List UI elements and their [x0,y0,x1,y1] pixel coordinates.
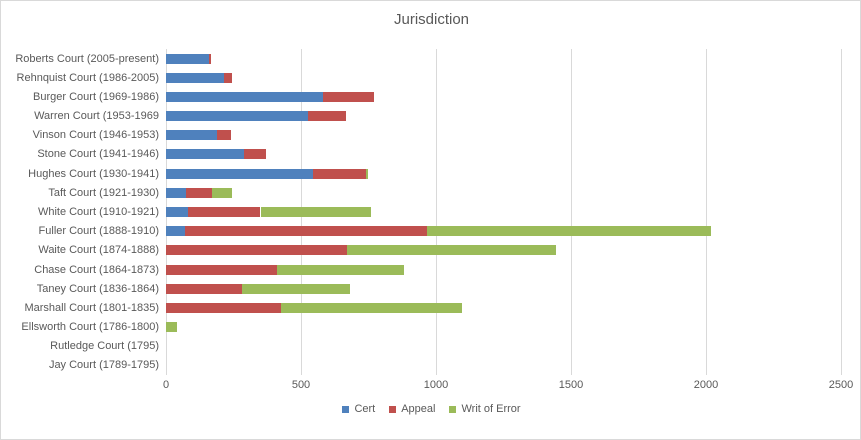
y-axis-label: White Court (1910-1921) [37,206,159,218]
bar-segment-appeal [313,168,366,179]
gridline [571,49,572,375]
bar-segment-appeal [217,130,231,141]
bar-segment-appeal [209,53,212,64]
bar-segment-writ-of-error [426,226,712,237]
bar-segment-cert [166,53,210,64]
y-axis-label: Waite Court (1874-1888) [38,244,159,257]
bar-segment-cert [166,111,308,122]
x-axis-label: 2000 [693,379,719,391]
bar-segment-appeal [184,226,427,237]
gridline [436,49,437,375]
bar-segment-cert [166,168,314,179]
bar-segment-writ-of-error [260,207,372,217]
bar-segment-appeal [224,72,233,83]
bar-segment-cert [166,72,225,83]
bar-segment-writ-of-error [280,302,462,313]
bar-segment-writ-of-error [365,168,369,179]
y-axis-label: Taney Court (1836-1864) [36,282,159,295]
x-axis-label: 1500 [558,379,584,391]
bar-segment-appeal [307,111,346,122]
legend-marker-icon [389,405,397,413]
legend-label: Cert [354,403,376,415]
gridline [706,49,707,375]
legend-marker-icon [342,405,350,413]
legend: Cert Appeal Writ of Error [1,403,860,415]
plot-area [166,49,842,375]
y-axis-label: Marshall Court (1801-1835) [24,301,159,314]
y-axis: Roberts Court (2005-present) Rehnquist Co… [1,49,159,375]
legend-item-writ-of-error: Writ of Error [449,403,521,415]
bar-segment-cert [166,149,245,160]
bar-segment-writ-of-error [166,322,177,333]
y-axis-label: Ellsworth Court (1786-1800) [21,321,159,334]
bar-segment-appeal [187,207,261,217]
y-axis-label: Fuller Court (1888-1910) [38,225,159,238]
chart-title: Jurisdiction [393,11,470,28]
y-axis-label: Jay Court (1789-1795) [48,359,159,372]
y-axis-label: Burger Court (1969-1986) [33,90,159,103]
y-axis-label: Stone Court (1941-1946) [37,148,159,161]
y-axis-label: Vinson Court (1946-1953) [32,129,159,142]
x-axis-label: 1000 [423,379,449,391]
x-axis-label: 500 [291,379,311,391]
gridline [841,49,842,375]
y-axis-label: Taft Court (1921-1930) [48,186,159,199]
bar-segment-appeal [166,302,281,313]
bar-segment-cert [166,187,187,198]
bar-segment-writ-of-error [241,283,350,294]
bar-segment-writ-of-error [346,245,557,256]
y-axis-label: Rehnquist Court (1986-2005) [16,71,159,84]
legend-marker-icon [449,405,457,413]
bar-segment-writ-of-error [276,264,404,275]
legend-item-cert: Cert [342,403,375,415]
x-axis-label: 0 [162,379,170,391]
legend-label: Writ of Error [461,403,521,415]
bar-segment-appeal [166,245,347,256]
bar-segment-appeal [166,283,242,294]
legend-item-appeal: Appeal [389,403,435,415]
y-axis-label: Roberts Court (2005-present) [15,52,159,65]
bar-segment-cert [166,207,188,217]
y-axis-label: Hughes Court (1930-1941) [28,167,159,180]
legend-label: Appeal [401,403,436,415]
bar-segment-cert [166,130,218,141]
bar-segment-appeal [186,187,212,198]
bar-segment-appeal [244,149,266,160]
bar-segment-cert [166,91,323,102]
bar-segment-writ-of-error [211,187,233,198]
x-axis-label: 2500 [828,379,854,391]
y-axis-label: Warren Court (1953-1969 [34,110,159,123]
x-axis: 0 500 1000 1500 2000 2500 [1,379,860,395]
y-axis-label: Rutledge Court (1795) [50,340,159,353]
bar-segment-appeal [166,264,277,275]
bar-segment-appeal [322,91,374,102]
bar-segment-cert [166,226,185,237]
y-axis-label: Chase Court (1864-1873) [34,263,159,276]
